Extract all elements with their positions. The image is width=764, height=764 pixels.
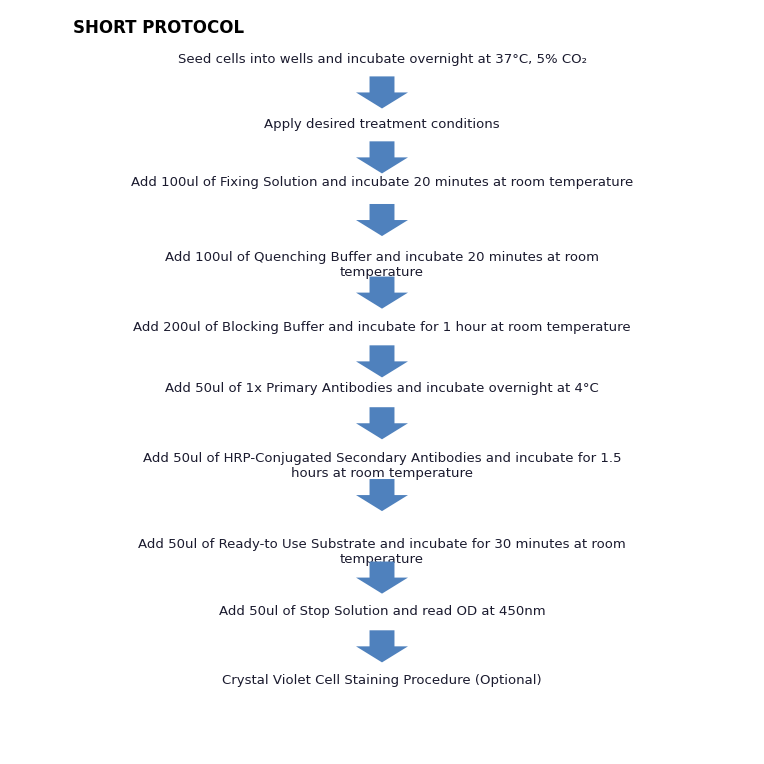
Text: SHORT PROTOCOL: SHORT PROTOCOL bbox=[73, 19, 244, 37]
Polygon shape bbox=[356, 407, 408, 439]
Text: Add 50ul of Stop Solution and read OD at 450nm: Add 50ul of Stop Solution and read OD at… bbox=[219, 605, 545, 618]
Polygon shape bbox=[356, 277, 408, 309]
Text: Add 50ul of Ready-to Use Substrate and incubate for 30 minutes at room
temperatu: Add 50ul of Ready-to Use Substrate and i… bbox=[138, 538, 626, 566]
Text: Add 100ul of Quenching Buffer and incubate 20 minutes at room
temperature: Add 100ul of Quenching Buffer and incuba… bbox=[165, 251, 599, 279]
Polygon shape bbox=[356, 76, 408, 108]
Polygon shape bbox=[356, 345, 408, 377]
Polygon shape bbox=[356, 204, 408, 236]
Text: Apply desired treatment conditions: Apply desired treatment conditions bbox=[264, 118, 500, 131]
Text: Add 50ul of 1x Primary Antibodies and incubate overnight at 4°C: Add 50ul of 1x Primary Antibodies and in… bbox=[165, 382, 599, 395]
Text: Add 100ul of Fixing Solution and incubate 20 minutes at room temperature: Add 100ul of Fixing Solution and incubat… bbox=[131, 176, 633, 189]
Text: Add 200ul of Blocking Buffer and incubate for 1 hour at room temperature: Add 200ul of Blocking Buffer and incubat… bbox=[133, 321, 631, 334]
Text: Seed cells into wells and incubate overnight at 37°C, 5% CO₂: Seed cells into wells and incubate overn… bbox=[177, 53, 587, 66]
Polygon shape bbox=[356, 630, 408, 662]
Text: Add 50ul of HRP-Conjugated Secondary Antibodies and incubate for 1.5
hours at ro: Add 50ul of HRP-Conjugated Secondary Ant… bbox=[143, 452, 621, 481]
Polygon shape bbox=[356, 479, 408, 511]
Text: Crystal Violet Cell Staining Procedure (Optional): Crystal Violet Cell Staining Procedure (… bbox=[222, 674, 542, 687]
Polygon shape bbox=[356, 562, 408, 594]
Polygon shape bbox=[356, 141, 408, 173]
